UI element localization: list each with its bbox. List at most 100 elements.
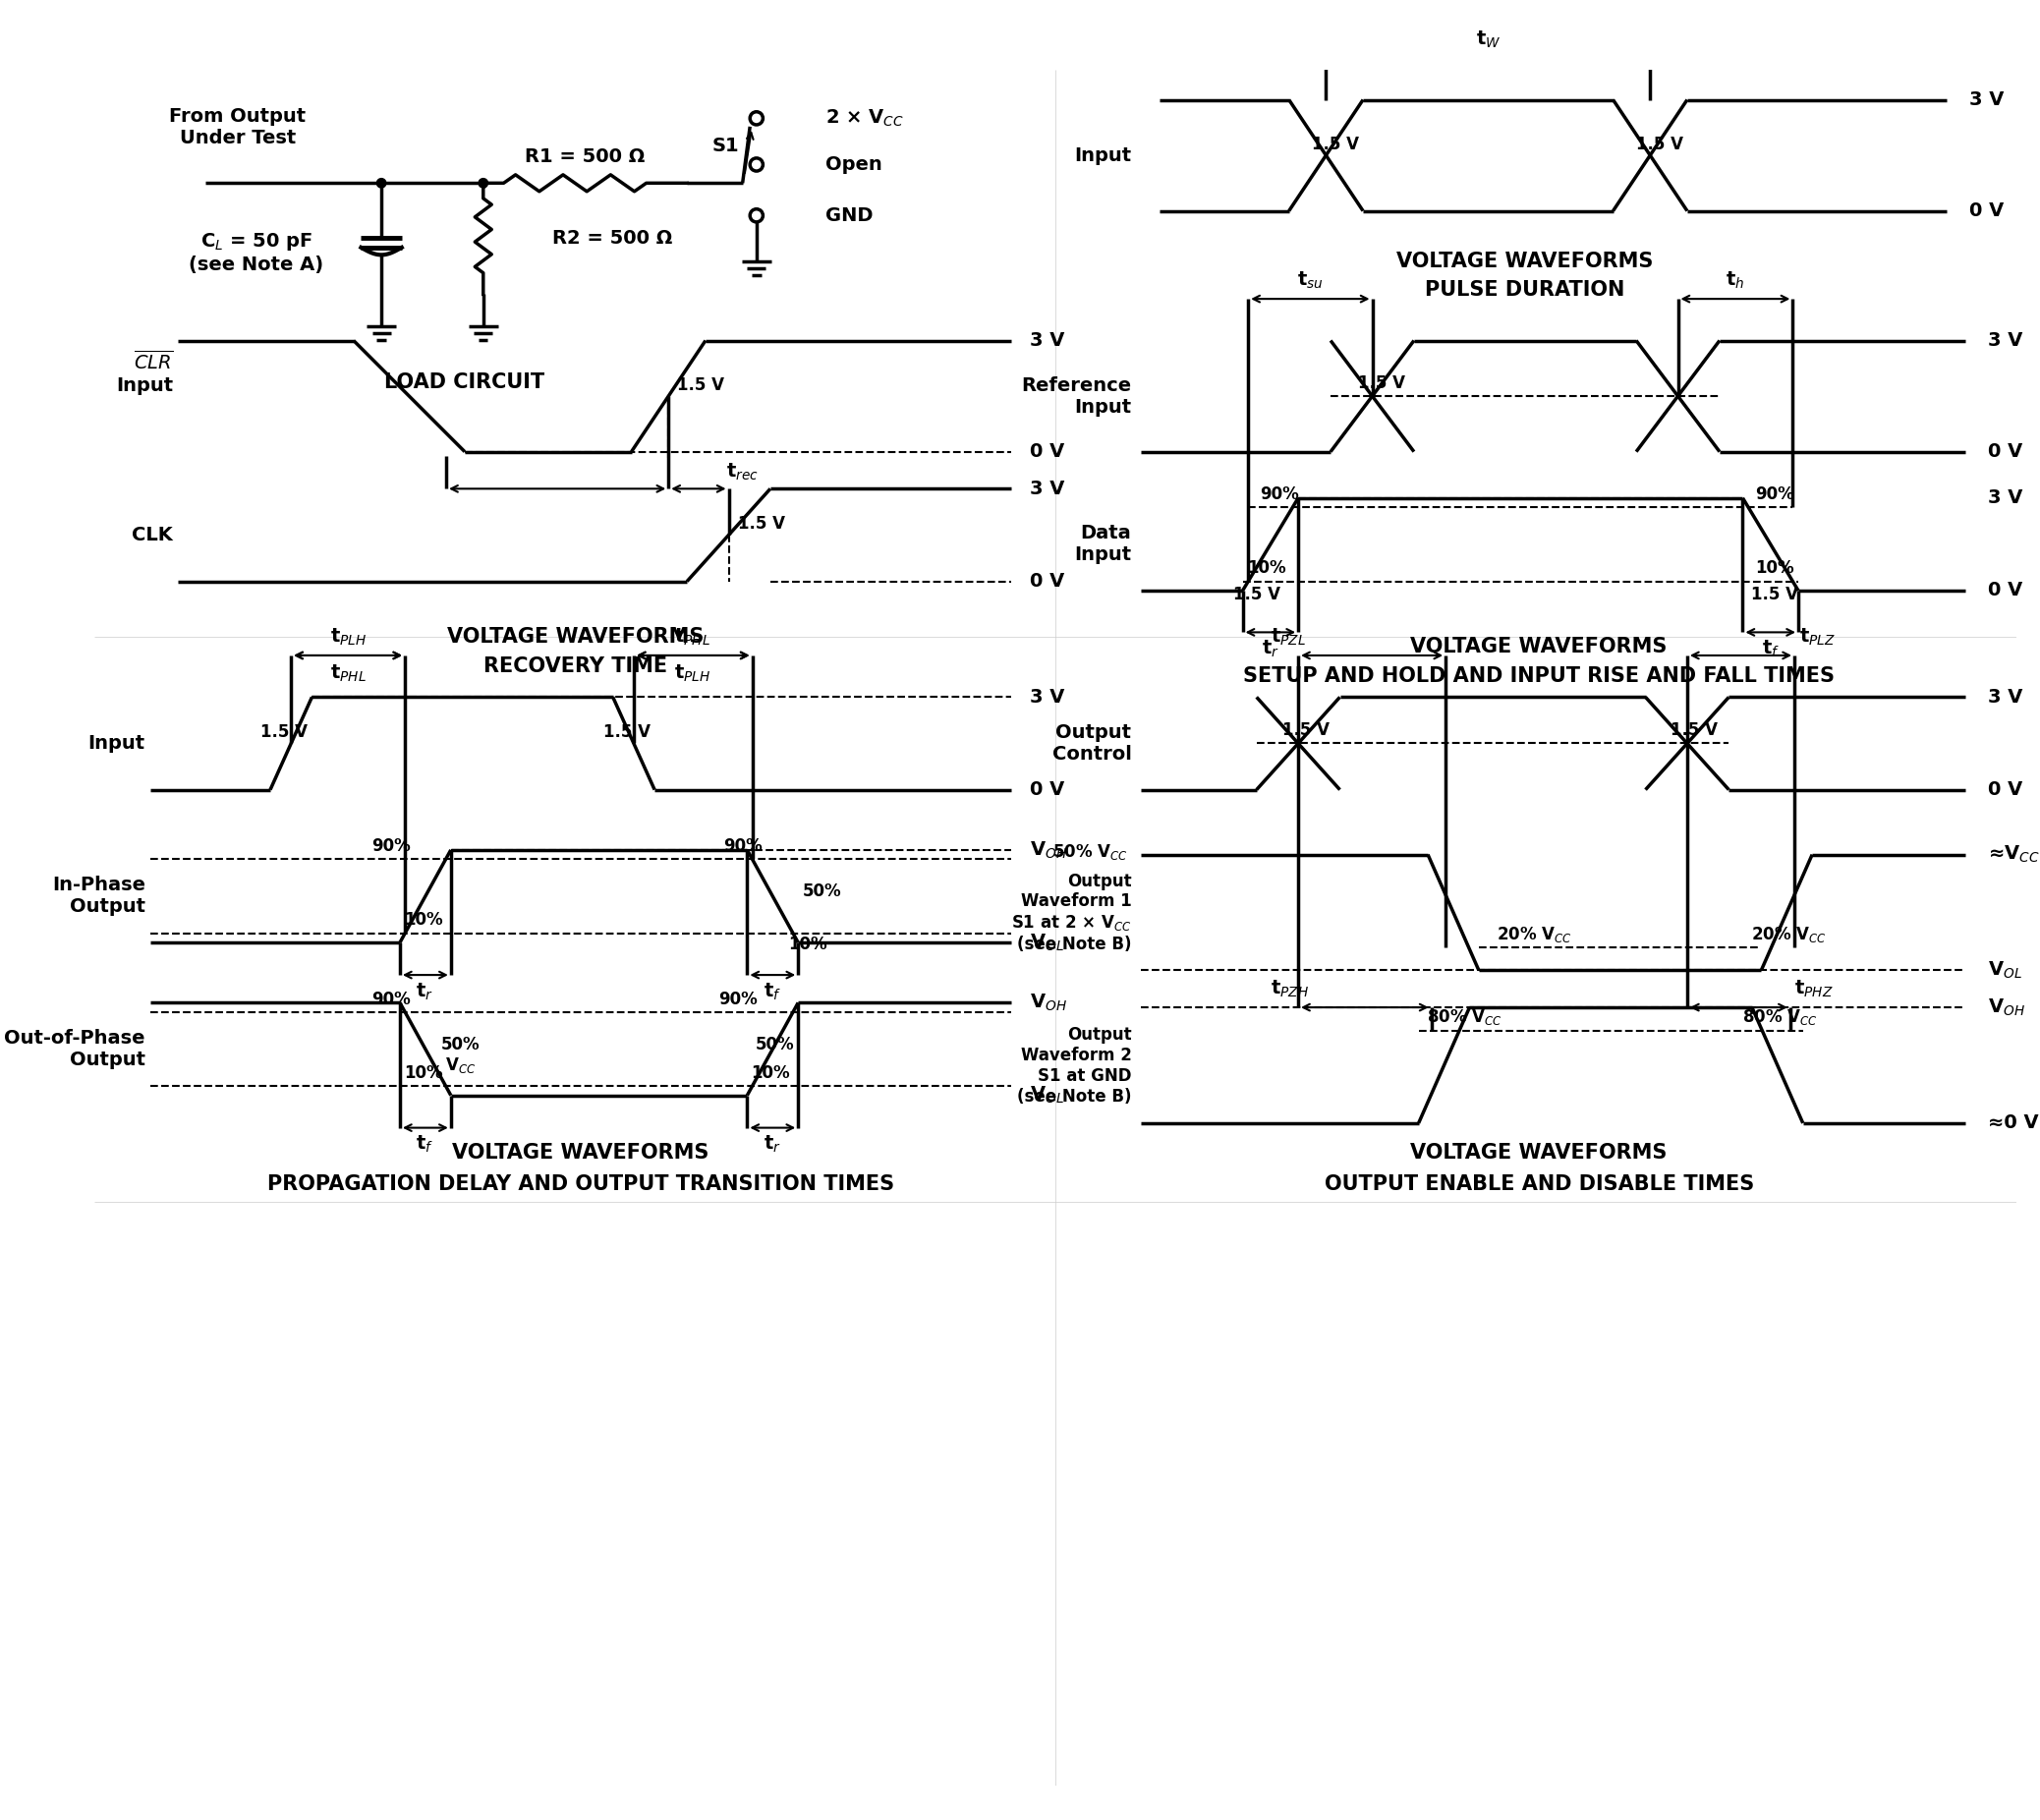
Text: 20% V$_{CC}$: 20% V$_{CC}$	[1497, 925, 1573, 945]
Text: 1.5 V: 1.5 V	[1752, 586, 1799, 602]
Text: VOLTAGE WAVEFORMS: VOLTAGE WAVEFORMS	[453, 1143, 710, 1163]
Text: t$_r$: t$_r$	[763, 1134, 781, 1156]
Text: Input: Input	[88, 733, 145, 753]
Text: 90%: 90%	[371, 990, 410, 1008]
Text: 3 V: 3 V	[1969, 91, 2005, 109]
Text: Data
Input: Data Input	[1075, 524, 1132, 564]
Text: 1.5 V: 1.5 V	[1232, 586, 1281, 602]
Text: PROPAGATION DELAY AND OUTPUT TRANSITION TIMES: PROPAGATION DELAY AND OUTPUT TRANSITION …	[267, 1174, 894, 1194]
Text: V$_{OH}$: V$_{OH}$	[1989, 997, 2026, 1017]
Text: Output
Waveform 2
S1 at GND
(see Note B): Output Waveform 2 S1 at GND (see Note B)	[1018, 1026, 1132, 1105]
Text: V$_{OL}$: V$_{OL}$	[1030, 1085, 1063, 1107]
Text: Reference
Input: Reference Input	[1022, 377, 1132, 417]
Text: t$_f$: t$_f$	[1763, 639, 1779, 659]
Text: t$_{PHL}$: t$_{PHL}$	[675, 626, 710, 648]
Text: t$_{rec}$: t$_{rec}$	[726, 462, 759, 482]
Text: t$_{PHL}$: t$_{PHL}$	[330, 664, 365, 684]
Text: 1.5 V: 1.5 V	[738, 515, 785, 533]
Text: t$_{PZH}$: t$_{PZH}$	[1271, 979, 1310, 999]
Text: 0 V: 0 V	[1989, 581, 2024, 601]
Text: VOLTAGE WAVEFORMS: VOLTAGE WAVEFORMS	[1397, 251, 1654, 271]
Text: t$_{PLH}$: t$_{PLH}$	[675, 664, 710, 684]
Text: 10%: 10%	[1246, 559, 1285, 577]
Text: Output
Control: Output Control	[1053, 723, 1132, 764]
Text: t$_f$: t$_f$	[763, 981, 781, 1003]
Text: Open: Open	[826, 155, 883, 175]
Text: 3 V: 3 V	[1030, 479, 1065, 499]
Text: t$_{PHZ}$: t$_{PHZ}$	[1795, 979, 1834, 999]
Text: 90%: 90%	[722, 837, 763, 855]
Text: t$_h$: t$_h$	[1726, 269, 1744, 291]
Text: LOAD CIRCUIT: LOAD CIRCUIT	[386, 373, 545, 391]
Text: 10%: 10%	[787, 935, 826, 954]
Text: 90%: 90%	[371, 837, 410, 855]
Text: V$_{OH}$: V$_{OH}$	[1030, 839, 1067, 861]
Text: 80% V$_{CC}$: 80% V$_{CC}$	[1742, 1008, 1818, 1026]
Circle shape	[377, 178, 386, 187]
Text: 1.5 V: 1.5 V	[1281, 721, 1330, 739]
Text: 50%: 50%	[441, 1036, 479, 1054]
Text: t$_{su}$: t$_{su}$	[1297, 269, 1324, 291]
Text: V$_{OL}$: V$_{OL}$	[1030, 932, 1063, 954]
Text: t$_W$: t$_W$	[1475, 29, 1501, 49]
Text: 3 V: 3 V	[1030, 688, 1065, 706]
Text: 1.5 V: 1.5 V	[1636, 135, 1683, 153]
Text: t$_r$: t$_r$	[416, 981, 435, 1003]
Text: ≈0 V: ≈0 V	[1989, 1114, 2038, 1132]
Text: 0 V: 0 V	[1030, 442, 1065, 460]
Text: Out-of-Phase
Output: Out-of-Phase Output	[4, 1028, 145, 1068]
Text: PULSE DURATION: PULSE DURATION	[1426, 280, 1626, 300]
Text: 90%: 90%	[1756, 486, 1795, 502]
Text: 0 V: 0 V	[1030, 571, 1065, 592]
Text: V$_{CC}$: V$_{CC}$	[445, 1056, 475, 1076]
Text: 10%: 10%	[404, 912, 443, 930]
Text: 90%: 90%	[718, 990, 757, 1008]
Text: 50%: 50%	[804, 883, 843, 901]
Text: VOLTAGE WAVEFORMS: VOLTAGE WAVEFORMS	[447, 628, 704, 646]
Text: t$_{PLZ}$: t$_{PLZ}$	[1799, 626, 1836, 648]
Text: 3 V: 3 V	[1989, 331, 2024, 349]
Text: 0 V: 0 V	[1989, 442, 2024, 460]
Text: From Output
Under Test: From Output Under Test	[169, 107, 306, 147]
Text: RECOVERY TIME: RECOVERY TIME	[483, 657, 667, 677]
Text: 20% V$_{CC}$: 20% V$_{CC}$	[1750, 925, 1826, 945]
Text: VOLTAGE WAVEFORMS: VOLTAGE WAVEFORMS	[1410, 637, 1667, 655]
Text: 0 V: 0 V	[1989, 781, 2024, 799]
Circle shape	[479, 178, 488, 187]
Text: 10%: 10%	[404, 1065, 443, 1081]
Text: t$_{PZL}$: t$_{PZL}$	[1271, 626, 1306, 648]
Text: 1.5 V: 1.5 V	[261, 724, 308, 741]
Text: 1.5 V: 1.5 V	[1671, 721, 1718, 739]
Text: t$_f$: t$_f$	[416, 1134, 435, 1156]
Text: S1: S1	[712, 136, 738, 155]
Text: V$_{OH}$: V$_{OH}$	[1030, 992, 1067, 1014]
Text: R2 = 500 Ω: R2 = 500 Ω	[553, 229, 673, 248]
Text: 80% V$_{CC}$: 80% V$_{CC}$	[1428, 1008, 1503, 1026]
Text: 3 V: 3 V	[1030, 331, 1065, 349]
Text: 50% V$_{CC}$: 50% V$_{CC}$	[1053, 843, 1128, 861]
Text: 50%: 50%	[755, 1036, 794, 1054]
Text: 90%: 90%	[1261, 486, 1299, 502]
Text: 3 V: 3 V	[1989, 488, 2024, 508]
Text: OUTPUT ENABLE AND DISABLE TIMES: OUTPUT ENABLE AND DISABLE TIMES	[1324, 1174, 1754, 1194]
Text: 10%: 10%	[1754, 559, 1793, 577]
Text: $\overline{CLR}$
Input: $\overline{CLR}$ Input	[116, 349, 173, 395]
Text: 1.5 V: 1.5 V	[604, 724, 651, 741]
Text: SETUP AND HOLD AND INPUT RISE AND FALL TIMES: SETUP AND HOLD AND INPUT RISE AND FALL T…	[1242, 666, 1834, 686]
Text: In-Phase
Output: In-Phase Output	[51, 875, 145, 917]
Text: 1.5 V: 1.5 V	[677, 377, 724, 393]
Text: VOLTAGE WAVEFORMS: VOLTAGE WAVEFORMS	[1410, 1143, 1667, 1163]
Text: 10%: 10%	[751, 1065, 789, 1081]
Text: t$_{PLH}$: t$_{PLH}$	[330, 626, 367, 648]
Text: 1.5 V: 1.5 V	[1312, 135, 1359, 153]
Text: C$_L$ = 50 pF
(see Note A): C$_L$ = 50 pF (see Note A)	[190, 231, 324, 275]
Text: GND: GND	[826, 206, 873, 226]
Text: 3 V: 3 V	[1989, 688, 2024, 706]
Text: R1 = 500 Ω: R1 = 500 Ω	[524, 147, 645, 166]
Text: 2 × V$_{CC}$: 2 × V$_{CC}$	[826, 107, 904, 129]
Text: 0 V: 0 V	[1030, 781, 1065, 799]
Text: Output
Waveform 1
S1 at 2 × V$_{CC}$
(see Note B): Output Waveform 1 S1 at 2 × V$_{CC}$ (se…	[1012, 872, 1132, 954]
Text: Input: Input	[1075, 146, 1132, 164]
Text: t$_r$: t$_r$	[1261, 639, 1279, 659]
Text: 0 V: 0 V	[1969, 202, 2003, 220]
